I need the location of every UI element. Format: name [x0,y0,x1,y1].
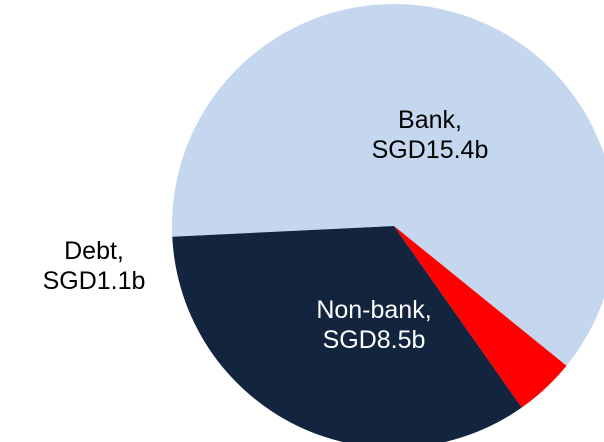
slice-label-name: Debt, [64,237,124,265]
slice-label-value: SGD1.1b [43,267,146,295]
slice-label-bank: Bank, SGD15.4b [372,106,489,164]
slice-label-value: SGD8.5b [323,326,426,354]
pie-slice-non-bank [172,226,522,442]
pie-slice-debt [394,226,567,408]
slice-label-name: Bank, [398,106,462,134]
slice-label-name: Non-bank, [316,296,431,324]
slice-label-non-bank: Non-bank, SGD8.5b [316,296,431,354]
slice-label-debt: Debt, SGD1.1b [43,237,146,295]
slice-label-value: SGD15.4b [372,136,489,164]
pie-slice-bank [172,4,604,366]
